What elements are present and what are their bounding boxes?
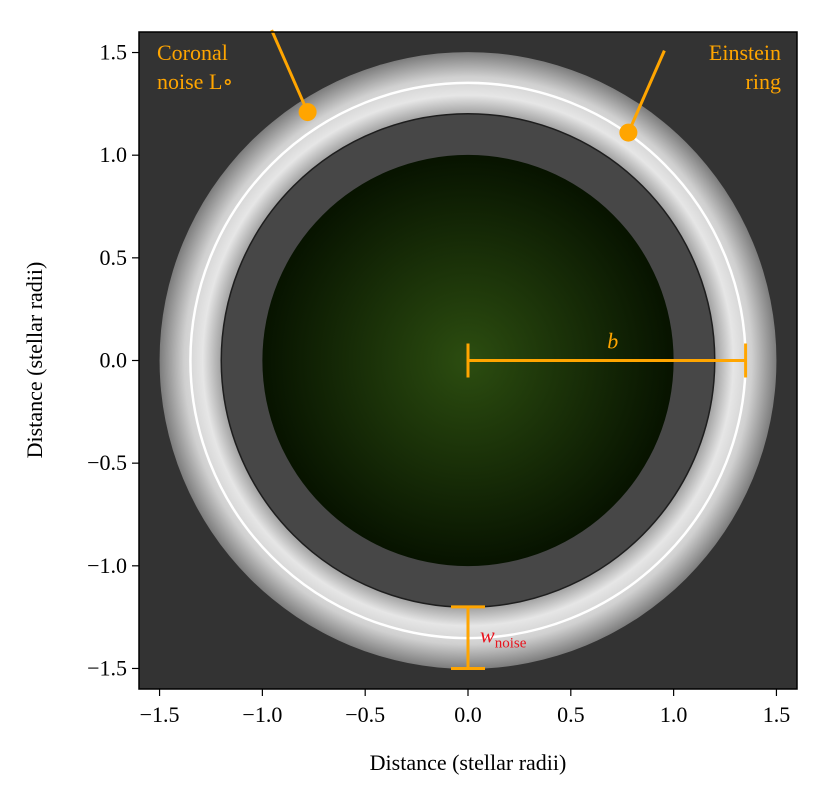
annotation-line [270,29,309,113]
x-tick-label: 0.5 [557,702,585,727]
x-tick-label: −1.5 [140,702,180,727]
b-label: b [607,329,618,354]
w-subscript: noise [495,636,527,652]
y-axis-label: Distance (stellar radii) [22,262,47,459]
y-tick-label: −0.5 [87,450,127,475]
x-tick-label: 0.0 [454,702,482,727]
y-tick-label: 0.5 [100,245,128,270]
annotation-line [627,50,666,134]
x-tick-label: 1.0 [660,702,688,727]
annotation-text: noise L∘ [157,69,233,94]
y-tick-label: 0.0 [100,348,128,373]
x-tick-label: −1.0 [242,702,282,727]
annotation-text: ring [746,69,781,94]
y-tick-label: 1.5 [100,40,128,65]
annotation-point [619,123,638,142]
y-tick-label: 1.0 [100,142,128,167]
y-tick-label: −1.0 [87,553,127,578]
w-symbol: w [480,623,495,648]
annotation-text: Einstein [709,40,781,65]
w-label: wnoise [480,623,527,652]
x-axis-label: Distance (stellar radii) [370,750,567,775]
y-tick-label: −1.5 [87,655,127,680]
annotation-point [298,103,317,122]
x-tick-label: −0.5 [345,702,385,727]
x-tick-label: 1.5 [763,702,791,727]
annotation-text: Coronal [157,40,228,65]
